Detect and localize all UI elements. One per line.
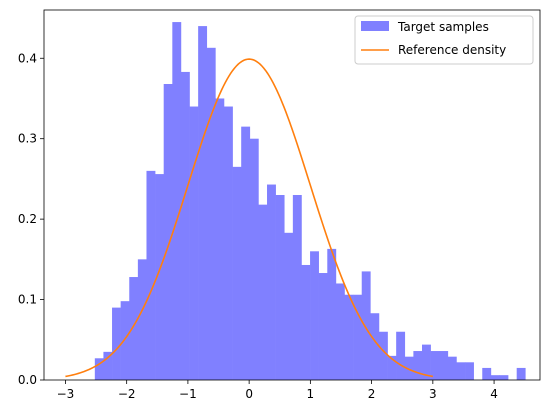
- histogram-bar: [198, 26, 208, 381]
- histogram-bar: [482, 367, 492, 380]
- histogram-bar: [223, 106, 233, 381]
- histogram-bar: [137, 259, 147, 380]
- histogram-bar: [310, 251, 319, 380]
- histogram-bar: [155, 174, 164, 380]
- x-tick-label: 2: [368, 387, 376, 401]
- histogram-bar: [180, 71, 190, 381]
- histogram-bar: [120, 301, 130, 380]
- histogram-bars: [94, 22, 526, 381]
- histogram-bar: [516, 367, 526, 380]
- histogram-bar: [129, 277, 139, 380]
- histogram-bar: [353, 294, 363, 380]
- histogram-bar: [94, 358, 104, 380]
- x-tick-label: 0: [245, 387, 253, 401]
- x-tick-label: −3: [57, 387, 75, 401]
- histogram-bar: [430, 351, 440, 380]
- histogram-bar: [335, 283, 345, 380]
- histogram-bar: [421, 344, 431, 380]
- histogram-bar: [361, 271, 371, 380]
- y-tick-label: 0.1: [18, 293, 37, 307]
- histogram-bar: [465, 362, 474, 380]
- histogram-bar: [456, 362, 466, 380]
- histogram-bar: [103, 351, 113, 380]
- histogram-bar: [172, 22, 182, 380]
- histogram-bar: [206, 47, 216, 381]
- plot-frame: [43, 9, 541, 381]
- histogram-bar: [387, 355, 397, 380]
- y-tick-label: 0.3: [18, 132, 37, 146]
- legend-target-samples-swatch: [361, 21, 389, 31]
- histogram-bar: [189, 106, 199, 381]
- histogram-bar: [267, 184, 276, 380]
- x-tick-label: −2: [118, 387, 136, 401]
- reference-density-line: [65, 58, 433, 378]
- x-tick-label: 1: [307, 387, 315, 401]
- histogram-bar: [258, 204, 268, 380]
- histogram-bar: [344, 294, 354, 380]
- histogram-bar: [447, 356, 457, 380]
- histogram-bar: [275, 195, 285, 380]
- histogram-bar: [378, 331, 388, 380]
- histogram-bar: [284, 232, 294, 380]
- histogram-bar: [241, 126, 251, 380]
- y-tick-label: 0.4: [18, 51, 37, 65]
- histogram-bar: [490, 375, 500, 380]
- histogram-bar: [396, 331, 406, 380]
- legend: Target samples Reference density: [354, 15, 534, 65]
- histogram-bar: [112, 307, 121, 380]
- histogram-bar: [499, 375, 509, 380]
- histogram-bar: [163, 84, 173, 380]
- x-tick-label: 3: [429, 387, 437, 401]
- histogram-bar: [439, 351, 449, 380]
- x-axis-ticks: −3 −2 −1 0 1 2 3 4: [57, 380, 498, 401]
- histogram-bar: [404, 356, 414, 380]
- histogram-bar: [292, 195, 302, 380]
- y-tick-label: 0.2: [18, 212, 37, 226]
- y-tick-label: 0.0: [18, 373, 37, 387]
- histogram-bar: [215, 98, 225, 380]
- x-tick-label: −1: [179, 387, 197, 401]
- histogram-bar: [413, 351, 423, 380]
- histogram-bar: [301, 264, 311, 380]
- histogram-bar: [146, 170, 156, 380]
- histogram-bar: [370, 313, 380, 380]
- y-axis-ticks: 0.0 0.1 0.2 0.3 0.4: [18, 51, 44, 387]
- x-tick-label: 4: [490, 387, 498, 401]
- histogram-bar: [318, 273, 328, 380]
- legend-reference-density-label: Reference density: [398, 43, 506, 57]
- legend-box: [354, 15, 534, 65]
- histogram-bar: [232, 166, 242, 380]
- histogram-bar: [249, 138, 259, 380]
- histogram-bar: [327, 248, 337, 380]
- legend-target-samples-label: Target samples: [397, 20, 489, 34]
